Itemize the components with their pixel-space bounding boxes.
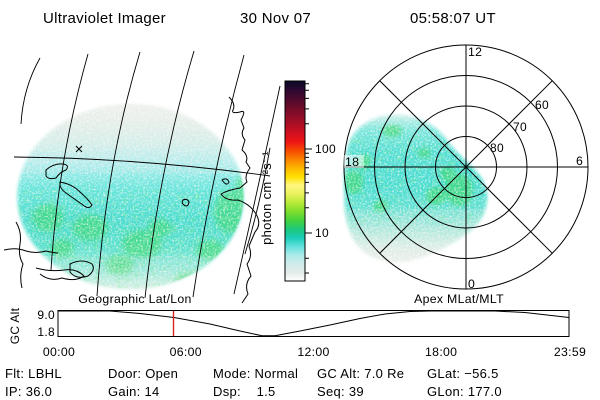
mlat-80-label: 80 [490, 141, 504, 155]
status-dsp: Dsp: 1.5 [213, 384, 276, 399]
geographic-panel [3, 50, 281, 304]
polar-grid [343, 44, 589, 290]
mlt-12-label: 12 [468, 45, 482, 59]
geo-caption: Geographic Lat/Lon [78, 292, 191, 306]
status-mode: Mode: Normal [213, 366, 298, 381]
status-ip: IP: 36.0 [5, 384, 52, 399]
mlat-70-label: 70 [513, 120, 527, 134]
colorbar-ticks [305, 83, 312, 274]
status-door: Door: Open [108, 366, 178, 381]
gc-alt-chart: 9.0 1.8 GC Alt 00:00 06:00 12:00 18:00 2… [8, 307, 586, 359]
colorbar: 100 10 photon cm⁻²s⁻¹ [259, 80, 336, 282]
xtick-2359: 23:59 [554, 345, 586, 359]
chart-frame [57, 309, 570, 338]
ytick-top: 9.0 [37, 308, 55, 322]
polar-panel: 12 18 6 0 80 70 60 [343, 44, 589, 291]
header-time: 05:58:07 UT [410, 10, 496, 27]
instrument-title: Ultraviolet Imager [43, 10, 166, 27]
header-date: 30 Nov 07 [240, 10, 311, 27]
xtick-1200: 12:00 [297, 345, 329, 359]
polar-emission-texture [344, 114, 488, 263]
polar-caption: Apex MLat/MLT [414, 292, 504, 306]
status-seq: Seq: 39 [317, 384, 364, 399]
xtick-0600: 06:00 [170, 345, 202, 359]
status-glat: GLat: −56.5 [427, 366, 499, 381]
mlt-18-label: 18 [345, 155, 359, 169]
geo-latlon-grid [13, 50, 281, 299]
status-flt: Flt: LBHL [5, 366, 62, 381]
mlt-18-label-halo [344, 155, 364, 168]
colorbar-tick-10: 10 [315, 226, 329, 240]
status-glon: GLon: 177.0 [427, 384, 502, 399]
gc-alt-ylabel: GC Alt [8, 307, 22, 344]
geo-image-texture [18, 104, 244, 289]
mlt-6-label: 6 [576, 154, 583, 168]
colorbar-tick-100: 100 [315, 142, 336, 156]
colorbar-units-label: photon cm⁻²s⁻¹ [259, 151, 274, 245]
colorbar-gradient [284, 80, 306, 282]
ytick-bottom: 1.8 [37, 325, 55, 339]
xtick-0000: 00:00 [43, 345, 75, 359]
status-readout: Flt: LBHL Door: Open Mode: Normal GC Alt… [5, 366, 502, 399]
status-gain: Gain: 14 [108, 384, 160, 399]
xtick-1800: 18:00 [425, 345, 457, 359]
mlat-60-label: 60 [535, 98, 549, 112]
gc-alt-curve [58, 310, 570, 337]
status-gcalt: GC Alt: 7.0 Re [317, 366, 404, 381]
geo-coastlines [3, 96, 260, 304]
mlt-0-label: 0 [468, 277, 475, 291]
header: Ultraviolet Imager 30 Nov 07 05:58:07 UT [43, 10, 496, 27]
